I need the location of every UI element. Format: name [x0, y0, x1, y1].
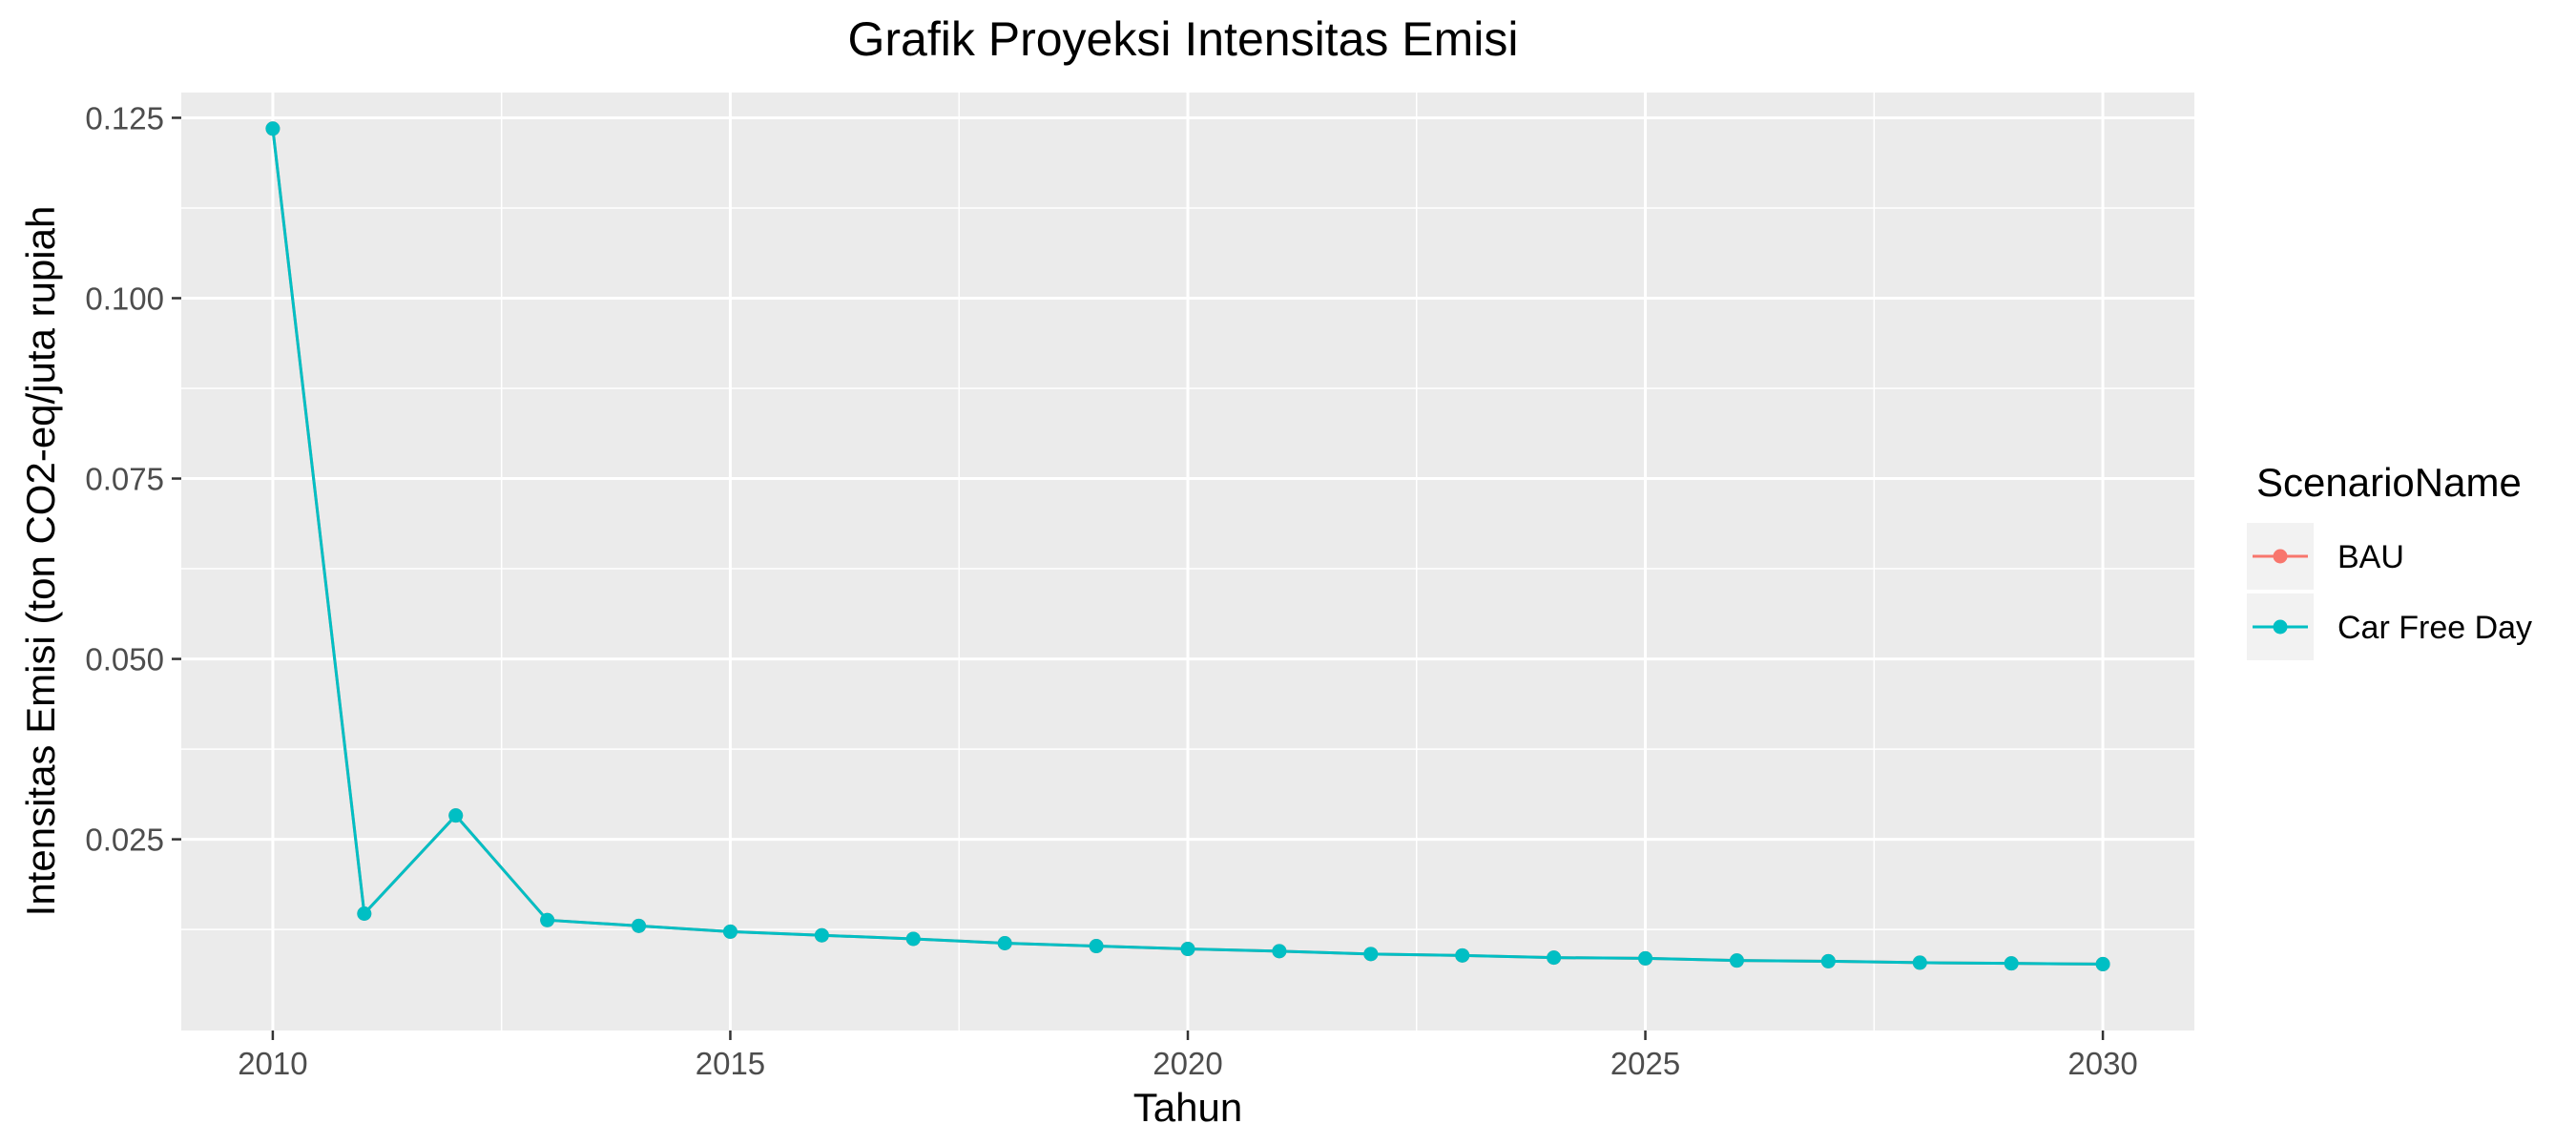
data-point-car-free-day — [1820, 953, 1836, 968]
legend-label-car-free-day: Car Free Day — [2337, 610, 2532, 646]
x-tick-label: 2015 — [696, 1046, 765, 1081]
legend-label-bau: BAU — [2337, 539, 2404, 575]
data-point-car-free-day — [1638, 950, 1653, 966]
legend-item-bau: BAU — [2247, 523, 2404, 590]
data-point-car-free-day — [814, 927, 829, 943]
data-point-car-free-day — [448, 808, 464, 823]
legend-key-point — [2273, 619, 2288, 635]
data-point-car-free-day — [1547, 950, 1562, 966]
data-point-car-free-day — [2004, 956, 2019, 971]
data-point-car-free-day — [1180, 942, 1195, 957]
x-tick-label: 2030 — [2067, 1046, 2137, 1081]
x-axis-label: Tahun — [1133, 1085, 1242, 1130]
data-point-car-free-day — [1089, 939, 1104, 954]
y-tick-label: 0.075 — [85, 462, 164, 497]
data-point-car-free-day — [905, 931, 921, 947]
x-axis: 2010 2015 2020 2025 2030 — [238, 1030, 2138, 1081]
x-tick-label: 2020 — [1153, 1046, 1222, 1081]
chart-title: Grafik Proyeksi Intensitas Emisi — [848, 12, 1519, 66]
data-point-car-free-day — [1363, 947, 1379, 962]
grid-major — [181, 93, 2194, 1030]
y-tick-label: 0.100 — [85, 281, 164, 317]
y-axis-label: Intensitas Emisi (ton CO2-eq/juta rupiah — [18, 206, 63, 917]
y-tick-label: 0.125 — [85, 100, 164, 135]
y-axis: 0.025 0.050 0.075 0.100 0.125 — [85, 100, 181, 858]
data-point-car-free-day — [265, 121, 280, 136]
data-point-car-free-day — [1272, 944, 1287, 959]
data-point-car-free-day — [997, 936, 1012, 951]
data-point-car-free-day — [632, 918, 647, 933]
legend-title: ScenarioName — [2256, 460, 2522, 505]
data-point-car-free-day — [2095, 956, 2110, 971]
x-tick-label: 2010 — [238, 1046, 307, 1081]
legend-items: BAU Car Free Day — [2247, 523, 2532, 660]
data-point-car-free-day — [357, 906, 372, 922]
x-tick-label: 2025 — [1610, 1046, 1680, 1081]
y-tick-label: 0.050 — [85, 642, 164, 677]
series-layer — [265, 121, 2110, 971]
legend-key-point — [2273, 549, 2288, 564]
data-point-car-free-day — [1912, 955, 1927, 970]
legend: ScenarioName BAU Car Free Day — [2247, 460, 2532, 660]
y-tick-label: 0.025 — [85, 822, 164, 858]
series-car-free-day — [265, 121, 2110, 971]
data-point-car-free-day — [722, 924, 737, 939]
data-point-car-free-day — [1729, 953, 1744, 968]
legend-item-car-free-day: Car Free Day — [2247, 593, 2532, 660]
data-point-car-free-day — [1455, 947, 1470, 963]
data-point-car-free-day — [540, 912, 555, 927]
